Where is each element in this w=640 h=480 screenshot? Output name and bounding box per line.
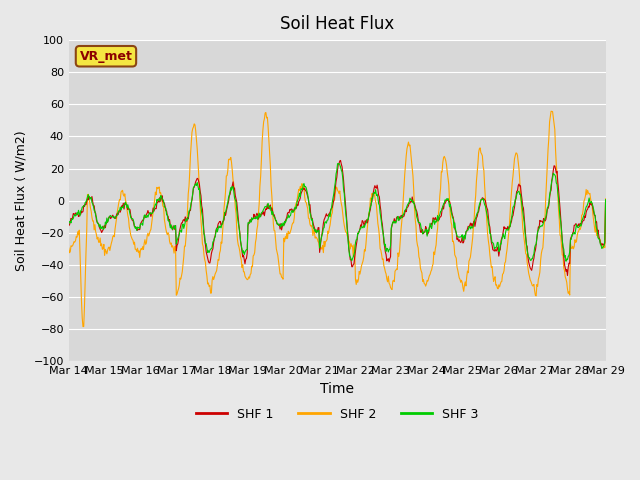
X-axis label: Time: Time — [320, 382, 354, 396]
Legend: SHF 1, SHF 2, SHF 3: SHF 1, SHF 2, SHF 3 — [191, 403, 484, 425]
Text: VR_met: VR_met — [79, 50, 132, 63]
Title: Soil Heat Flux: Soil Heat Flux — [280, 15, 394, 33]
Y-axis label: Soil Heat Flux ( W/m2): Soil Heat Flux ( W/m2) — [15, 130, 28, 271]
